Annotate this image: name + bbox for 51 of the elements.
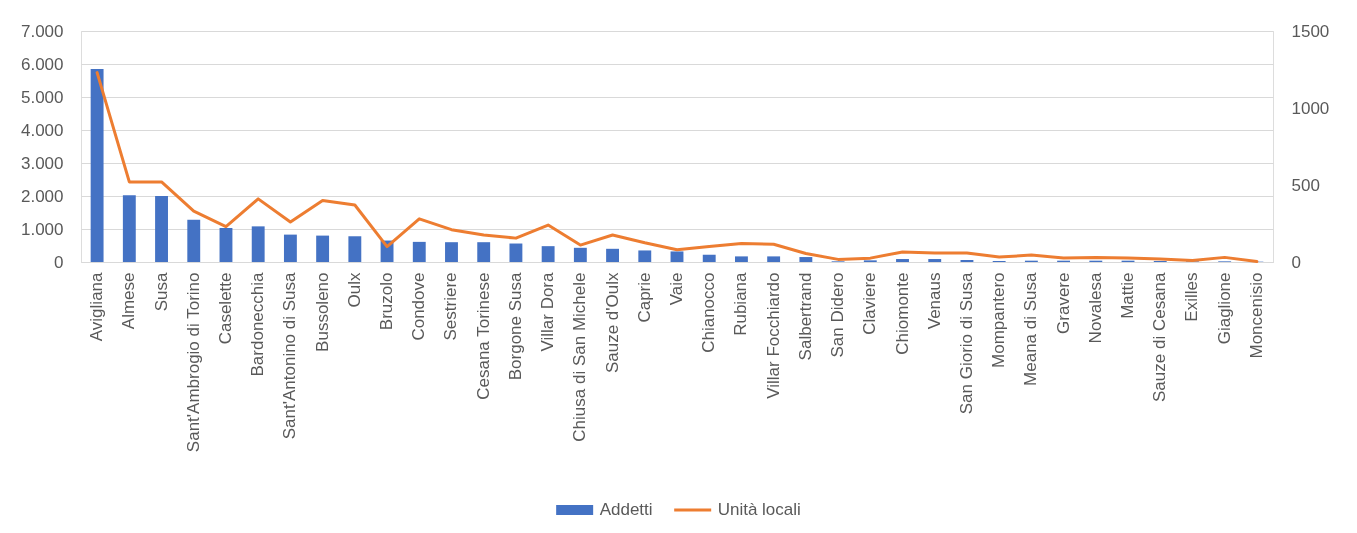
x-tick-label: Sauze d'Oulx <box>602 272 622 374</box>
x-tick-label: Meana di Susa <box>1021 271 1041 386</box>
y2-tick-label: 1500 <box>1291 21 1330 41</box>
x-tick-label: Sant'Antonino di Susa <box>280 271 300 440</box>
x-tick-label: San Didero <box>828 272 848 358</box>
x-tick-label: Condove <box>409 272 429 341</box>
x-tick-label: Cesana Torinese <box>473 272 493 400</box>
x-tick-label: Mompantero <box>989 272 1009 368</box>
x-tick-label: Caselette <box>215 272 235 345</box>
x-tick-label: Bussoleno <box>312 272 332 352</box>
y-tick-label: 4.000 <box>20 120 64 140</box>
y2-tick-label: 1000 <box>1291 98 1330 118</box>
y2-tick-label: 500 <box>1291 175 1320 195</box>
legend-label: Addetti <box>599 500 653 519</box>
x-tick-label: Chiomonte <box>892 272 912 355</box>
y-tick-label: 1.000 <box>20 219 64 239</box>
x-tick-label: Salbertrand <box>795 272 815 361</box>
x-tick-label: Sant'Ambrogio di Torino <box>183 272 203 453</box>
x-tick-label: Caprie <box>634 272 654 323</box>
x-tick-label: Oulx <box>344 272 364 308</box>
x-tick-label: Bardonecchia <box>248 271 268 377</box>
x-tick-label: Mattie <box>1118 272 1138 319</box>
y-tick-label: 5.000 <box>20 87 64 107</box>
x-tick-label: San Giorio di Susa <box>956 271 976 415</box>
y-tick-label: 6.000 <box>20 54 64 74</box>
x-tick-label: Bruzolo <box>377 272 397 331</box>
x-tick-label: Moncenisio <box>1246 272 1266 359</box>
x-tick-label: Novalesa <box>1085 271 1105 344</box>
x-tick-label: Gravere <box>1053 272 1073 334</box>
x-tick-label: Villar Focchiardo <box>763 272 783 399</box>
x-tick-label: Vaie <box>667 272 686 306</box>
x-tick-label: Susa <box>151 271 171 312</box>
x-tick-label: Rubiana <box>731 271 751 336</box>
y-tick-label: 2.000 <box>20 186 64 206</box>
x-tick-label: Villar Dora <box>538 271 558 352</box>
x-tick-label: Exilles <box>1182 272 1202 322</box>
x-tick-label: Venaus <box>924 272 944 330</box>
legend-label: Unità locali <box>717 500 801 519</box>
y2-tick-label: 0 <box>1291 252 1301 272</box>
x-tick-label: Giaglione <box>1214 272 1234 345</box>
x-tick-label: Almese <box>119 272 139 330</box>
y-tick-label: 3.000 <box>20 153 64 173</box>
x-tick-label: Chiusa di San Michele <box>570 272 590 442</box>
x-tick-label: Sauze di Cesana <box>1150 271 1170 402</box>
x-tick-label: Claviere <box>860 272 880 335</box>
x-tick-label: Sestriere <box>441 272 461 341</box>
y-tick-label: 7.000 <box>20 21 64 41</box>
x-tick-label: Avigliana <box>87 271 107 342</box>
x-tick-label: Chianocco <box>699 272 719 353</box>
x-tick-label: Borgone Susa <box>505 271 525 381</box>
y-tick-label: 0 <box>54 252 64 272</box>
